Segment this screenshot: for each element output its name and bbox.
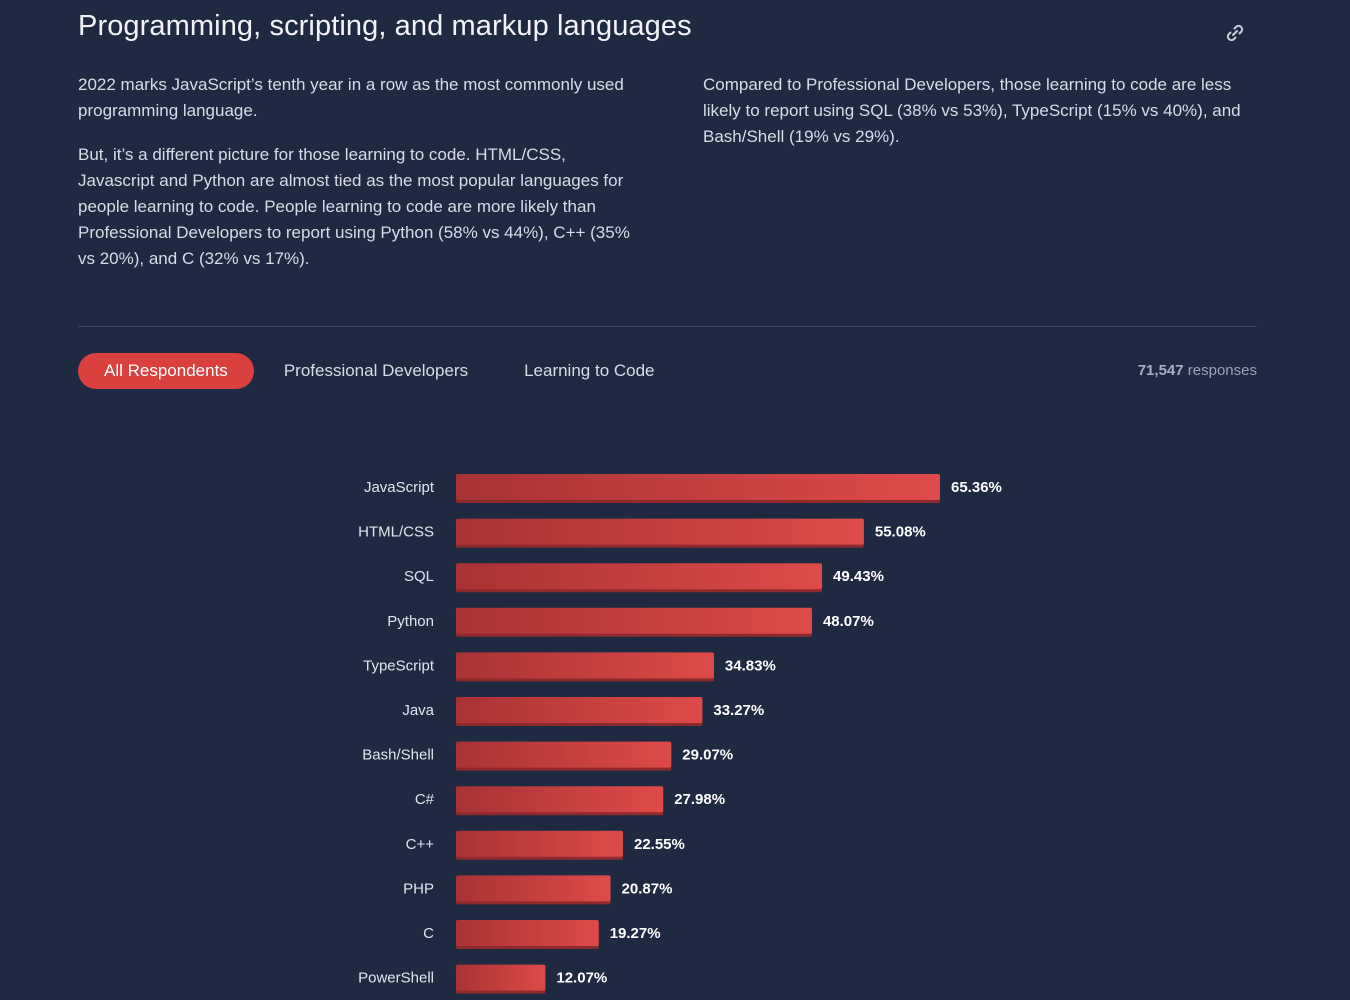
value-label: 48.07% (823, 613, 874, 630)
bar-c[interactable] (456, 786, 664, 813)
bar-sql[interactable] (456, 563, 823, 590)
category-label: JavaScript (364, 479, 435, 496)
bar-java[interactable] (456, 697, 703, 723)
value-label: 49.43% (833, 568, 884, 585)
intro-left-column: 2022 marks JavaScript’s tenth year in a … (78, 72, 633, 290)
respondent-tabs: All Respondents Professional Developers … (78, 353, 681, 389)
bar-bash-shell[interactable] (456, 741, 672, 768)
category-label: Java (402, 702, 434, 719)
bar-c[interactable] (456, 920, 599, 946)
value-label: 19.27% (610, 925, 661, 942)
divider (78, 326, 1257, 327)
intro-paragraph: But, it’s a different picture for those … (78, 145, 630, 268)
value-label: 20.87% (622, 880, 673, 897)
bar-javascript[interactable] (456, 474, 940, 500)
value-label: 12.07% (556, 970, 607, 987)
bar-c[interactable] (456, 830, 623, 857)
responses-count: 71,547 responses (1138, 362, 1257, 379)
category-label: C (423, 925, 434, 942)
intro-right-column: Compared to Professional Developers, tho… (703, 72, 1243, 168)
intro-paragraph: 2022 marks JavaScript’s tenth year in a … (78, 75, 624, 120)
responses-label: responses (1187, 362, 1257, 379)
section-title: Programming, scripting, and markup langu… (78, 10, 692, 42)
category-label: C# (415, 791, 435, 808)
bar-python[interactable] (456, 607, 812, 634)
responses-number: 71,547 (1137, 362, 1184, 379)
intro-paragraph: Compared to Professional Developers, tho… (703, 75, 1241, 146)
bar-html-css[interactable] (456, 518, 864, 545)
bar-typescript[interactable] (456, 652, 714, 679)
category-label: TypeScript (363, 657, 435, 674)
tab-professional-developers[interactable]: Professional Developers (283, 361, 469, 380)
value-label: 33.27% (713, 702, 764, 719)
value-label: 34.83% (725, 657, 776, 674)
category-label: SQL (404, 568, 434, 585)
category-label: PHP (403, 880, 434, 897)
value-label: 22.55% (634, 836, 685, 853)
value-label: 27.98% (674, 791, 725, 808)
value-label: 55.08% (875, 524, 926, 541)
category-label: Bash/Shell (362, 747, 434, 764)
bar-powershell[interactable] (456, 964, 546, 991)
link-icon[interactable] (1222, 20, 1248, 46)
tab-all-respondents[interactable]: All Respondents (78, 353, 254, 389)
value-label: 65.36% (951, 479, 1002, 496)
languages-bar-chart: JavaScript 65.36% HTML/CSS 55.08% SQL 49.43% P… (358, 474, 1002, 994)
bar-php[interactable] (456, 875, 611, 902)
category-label: Python (387, 613, 434, 630)
category-label: HTML/CSS (358, 524, 434, 541)
tab-learning-to-code[interactable]: Learning to Code (524, 361, 655, 380)
category-label: C++ (406, 836, 435, 853)
value-label: 29.07% (682, 747, 733, 764)
category-label: PowerShell (358, 970, 434, 987)
